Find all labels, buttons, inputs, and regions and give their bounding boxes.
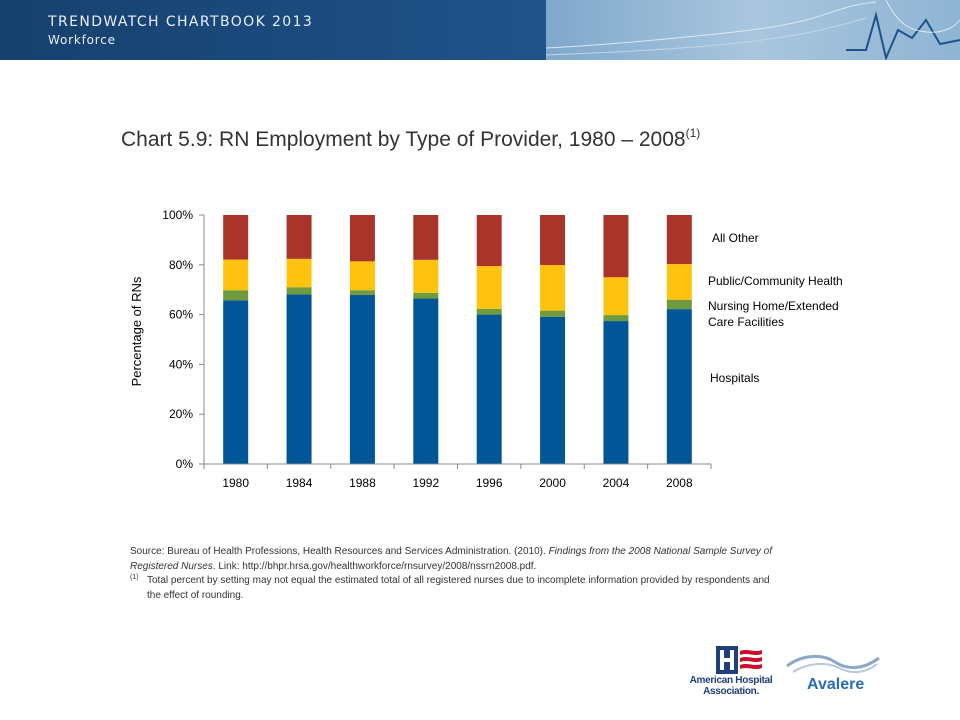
bar-segment-1996-0 <box>476 314 502 464</box>
bar-segment-1992-3 <box>413 215 439 260</box>
avalere-wave-icon <box>786 655 880 674</box>
bar-segment-2008-3 <box>666 215 692 265</box>
bar-segment-1984-2 <box>286 258 312 288</box>
bar-segment-1996-1 <box>476 308 502 315</box>
bar-segment-1984-1 <box>286 287 312 295</box>
bar-segment-2000-3 <box>540 215 566 266</box>
bar-segment-1996-2 <box>476 266 502 309</box>
y-tick-label: 0% <box>176 457 194 471</box>
chartbook-section: Workforce <box>48 33 116 47</box>
x-tick-label: 1988 <box>349 476 376 490</box>
source-note: Source: Bureau of Health Professions, He… <box>130 546 773 572</box>
bar-segment-1980-2 <box>223 259 249 291</box>
aha-logo-text: American Hospital Association. <box>689 675 773 697</box>
legend-label: Hospitals <box>710 371 759 385</box>
bar-segment-1996-3 <box>476 215 502 267</box>
bar-segment-1992-2 <box>413 259 439 293</box>
x-tick-label: 2008 <box>666 476 693 490</box>
bar-segment-2004-2 <box>603 277 629 316</box>
bar-segment-1988-0 <box>349 294 375 464</box>
bar-segment-2000-1 <box>540 310 566 317</box>
y-tick-label: 80% <box>169 258 193 272</box>
y-tick-label: 20% <box>169 407 193 421</box>
avalere-logo: Avalere <box>783 652 883 700</box>
chart-title: Chart 5.9: RN Employment by Type of Prov… <box>121 126 701 151</box>
legend-label: Public/Community Health <box>708 274 843 288</box>
bar-segment-2004-1 <box>603 315 629 322</box>
y-tick-label: 40% <box>169 357 193 371</box>
bar-segment-2000-0 <box>540 316 566 464</box>
bar-segment-1988-1 <box>349 290 375 295</box>
bar-segment-1980-0 <box>223 300 249 464</box>
bars-layer <box>223 215 692 464</box>
bar-segment-2004-3 <box>603 215 629 278</box>
bar-segment-1992-1 <box>413 292 439 299</box>
bar-segment-2000-2 <box>540 265 566 311</box>
header-banner: TRENDWATCH CHARTBOOK 2013 Workforce <box>0 0 960 60</box>
bar-segment-2004-0 <box>603 321 629 464</box>
footnote-mark: (1) <box>130 574 139 581</box>
y-tick-label: 60% <box>169 308 193 322</box>
chart-title-footnote-mark: (1) <box>685 126 701 140</box>
bar-segment-1992-0 <box>413 298 439 464</box>
labels-layer: 1980 1984 1988 1992 1996 2000 2004 2008 0% 20% 40%… <box>129 208 843 490</box>
source-publication: Findings from the 2008 National Sample S… <box>130 546 773 572</box>
bar-segment-2008-1 <box>666 299 692 310</box>
x-tick-label: 1996 <box>476 476 503 490</box>
x-tick-label: 2004 <box>603 476 630 490</box>
x-tick-label: 2000 <box>539 476 566 490</box>
footnote: (1) Total percent by setting may not equ… <box>130 574 770 603</box>
bar-segment-1988-2 <box>349 261 375 291</box>
x-tick-label: 1992 <box>412 476 439 490</box>
footnote-text: Total percent by setting may not equal t… <box>147 575 770 601</box>
y-axis-title: Percentage of RNs <box>129 276 144 386</box>
x-tick-label: 1984 <box>286 476 313 490</box>
avalere-logo-text: Avalere <box>807 676 865 693</box>
chartbook-title: TRENDWATCH CHARTBOOK 2013 <box>48 14 314 30</box>
axes-layer <box>199 214 712 469</box>
bar-segment-1984-3 <box>286 215 312 259</box>
bar-segment-2008-2 <box>666 264 692 300</box>
header-decoration <box>546 0 960 60</box>
bar-segment-2008-0 <box>666 309 692 464</box>
legend-label: All Other <box>712 231 759 245</box>
bar-segment-1984-0 <box>286 294 312 464</box>
bar-segment-1980-1 <box>223 290 249 301</box>
bar-segment-1988-3 <box>349 215 375 262</box>
legend-label: Nursing Home/Extended Care Facilities <box>708 299 839 329</box>
x-tick-label: 1980 <box>222 476 249 490</box>
aha-logo: American Hospital Association. <box>678 645 784 705</box>
y-tick-label: 100% <box>162 208 193 222</box>
bar-segment-1980-3 <box>223 215 249 260</box>
aha-emblem-icon <box>716 646 762 674</box>
